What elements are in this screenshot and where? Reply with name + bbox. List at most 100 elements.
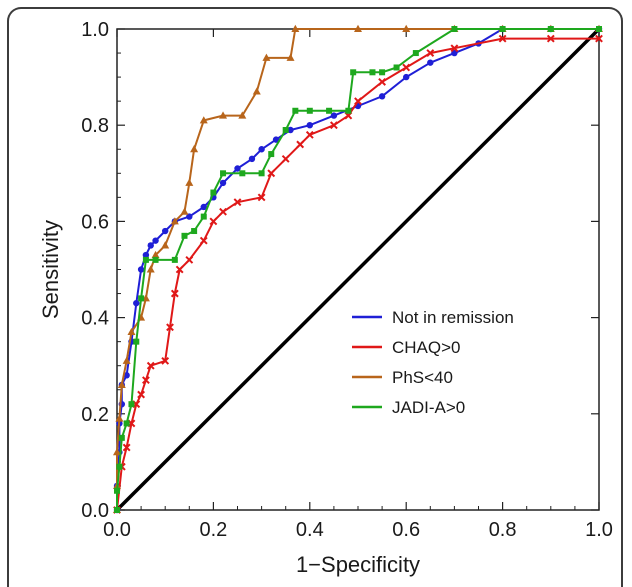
data-point	[296, 140, 305, 149]
data-point	[175, 265, 184, 274]
data-point	[191, 228, 198, 235]
data-point	[369, 69, 376, 76]
data-point	[219, 179, 227, 187]
data-point	[258, 170, 265, 177]
legend-label: PhS<40	[392, 368, 453, 387]
y-tick-label: 0.4	[81, 308, 109, 330]
data-point	[350, 69, 357, 76]
data-point	[152, 256, 159, 263]
x-tick-label: 0.0	[103, 519, 131, 541]
data-point	[354, 97, 362, 106]
data-point	[200, 203, 207, 211]
y-tick-label: 0.2	[81, 404, 109, 426]
data-point	[252, 87, 261, 95]
data-point	[451, 49, 458, 57]
series-jadi-a-0	[114, 26, 602, 513]
data-point	[262, 53, 271, 61]
data-point	[147, 242, 154, 249]
data-point	[233, 198, 242, 207]
reference-diagonal	[115, 27, 601, 512]
data-point	[281, 154, 290, 163]
data-point	[166, 323, 174, 332]
data-point	[345, 107, 352, 114]
data-point	[595, 34, 603, 43]
data-point	[258, 146, 265, 153]
data-point	[117, 380, 126, 388]
data-point	[403, 73, 410, 81]
data-point	[282, 127, 289, 134]
data-point	[329, 121, 338, 130]
data-point	[199, 236, 208, 245]
axis-ticks: 0.0 0.2 0.4 0.6 0.8 1.0 0.0 0.2 0.4 0.6 0.8 1.0	[81, 19, 613, 541]
legend-entry: Not in remission	[352, 308, 514, 327]
series-group	[113, 24, 603, 514]
data-point	[170, 217, 179, 225]
data-point	[286, 53, 295, 61]
legend-entry: CHAQ>0	[352, 338, 461, 357]
y-tick-label: 0.8	[81, 115, 109, 137]
data-point	[306, 122, 313, 129]
data-point	[185, 255, 194, 264]
data-point	[137, 266, 145, 273]
data-point	[128, 401, 135, 408]
data-point	[291, 24, 300, 32]
data-point	[161, 356, 170, 365]
x-tick-label: 0.4	[296, 519, 324, 541]
data-point	[116, 463, 123, 470]
data-point	[170, 289, 179, 298]
data-point	[115, 414, 124, 422]
data-point	[200, 213, 207, 220]
legend-label: CHAQ>0	[392, 338, 461, 357]
data-point	[210, 189, 217, 196]
y-tick-label: 0.0	[81, 500, 109, 522]
data-point	[146, 265, 155, 273]
data-point	[450, 44, 459, 53]
data-point	[152, 237, 159, 244]
data-point	[378, 93, 386, 100]
x-tick-label: 1.0	[585, 519, 613, 541]
data-point	[122, 356, 131, 364]
data-point	[499, 26, 506, 32]
y-axis-label: Sensitivity	[38, 220, 63, 319]
data-point	[142, 251, 150, 259]
data-point	[181, 232, 188, 239]
legend-label: JADI-A>0	[392, 398, 465, 417]
data-point	[393, 64, 400, 71]
data-point	[122, 443, 131, 452]
data-point	[142, 256, 149, 263]
data-point	[379, 69, 386, 76]
data-point	[114, 487, 120, 494]
data-point	[219, 207, 227, 216]
data-point	[287, 126, 294, 134]
data-point	[161, 241, 170, 249]
y-tick-label: 1.0	[81, 19, 109, 41]
data-point	[123, 420, 130, 427]
data-point	[498, 34, 507, 43]
data-point	[151, 250, 160, 259]
data-point	[267, 169, 276, 178]
legend: Not in remission CHAQ>0 PhS<40 JADI-A>0	[352, 308, 514, 417]
y-tick-label: 0.6	[81, 211, 109, 233]
data-point	[305, 130, 314, 139]
data-point	[596, 26, 602, 32]
data-point	[268, 151, 275, 158]
legend-entry: PhS<40	[352, 368, 453, 387]
x-tick-label: 0.6	[392, 519, 420, 541]
data-point	[239, 170, 246, 177]
data-point	[547, 26, 554, 32]
data-point	[306, 107, 313, 114]
data-point	[402, 24, 411, 32]
x-tick-label: 0.8	[489, 519, 517, 541]
data-point	[162, 227, 169, 235]
data-point	[114, 507, 120, 513]
data-point	[137, 390, 146, 399]
data-point	[113, 448, 121, 456]
data-point	[171, 256, 178, 263]
data-point	[451, 26, 458, 32]
data-point	[402, 63, 411, 72]
data-point	[292, 107, 299, 114]
data-point	[180, 207, 189, 215]
data-point	[133, 299, 140, 307]
figure-frame	[7, 7, 623, 587]
data-point	[257, 193, 266, 202]
